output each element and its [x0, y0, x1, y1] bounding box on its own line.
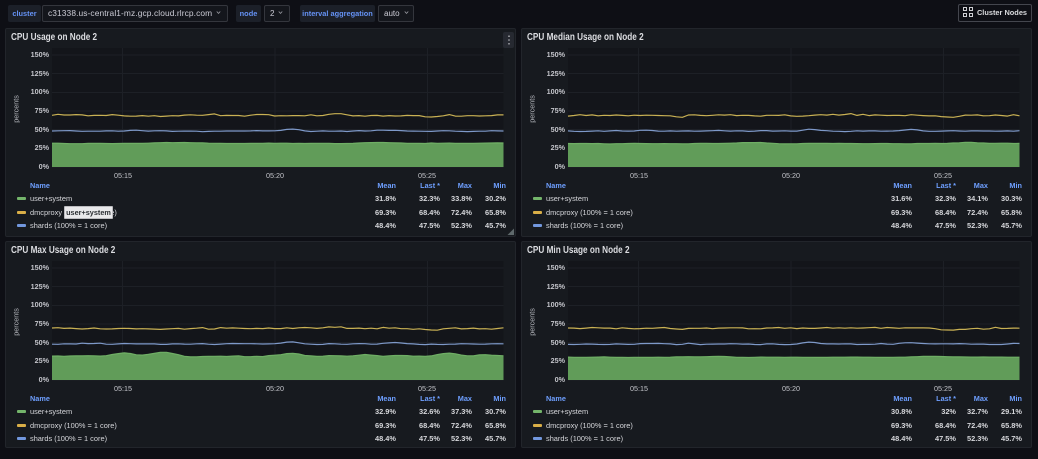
svg-text:percents: percents: [12, 308, 21, 336]
svg-text:percents: percents: [12, 95, 21, 123]
svg-text:percents: percents: [528, 95, 537, 123]
svg-text:percents: percents: [528, 308, 537, 336]
